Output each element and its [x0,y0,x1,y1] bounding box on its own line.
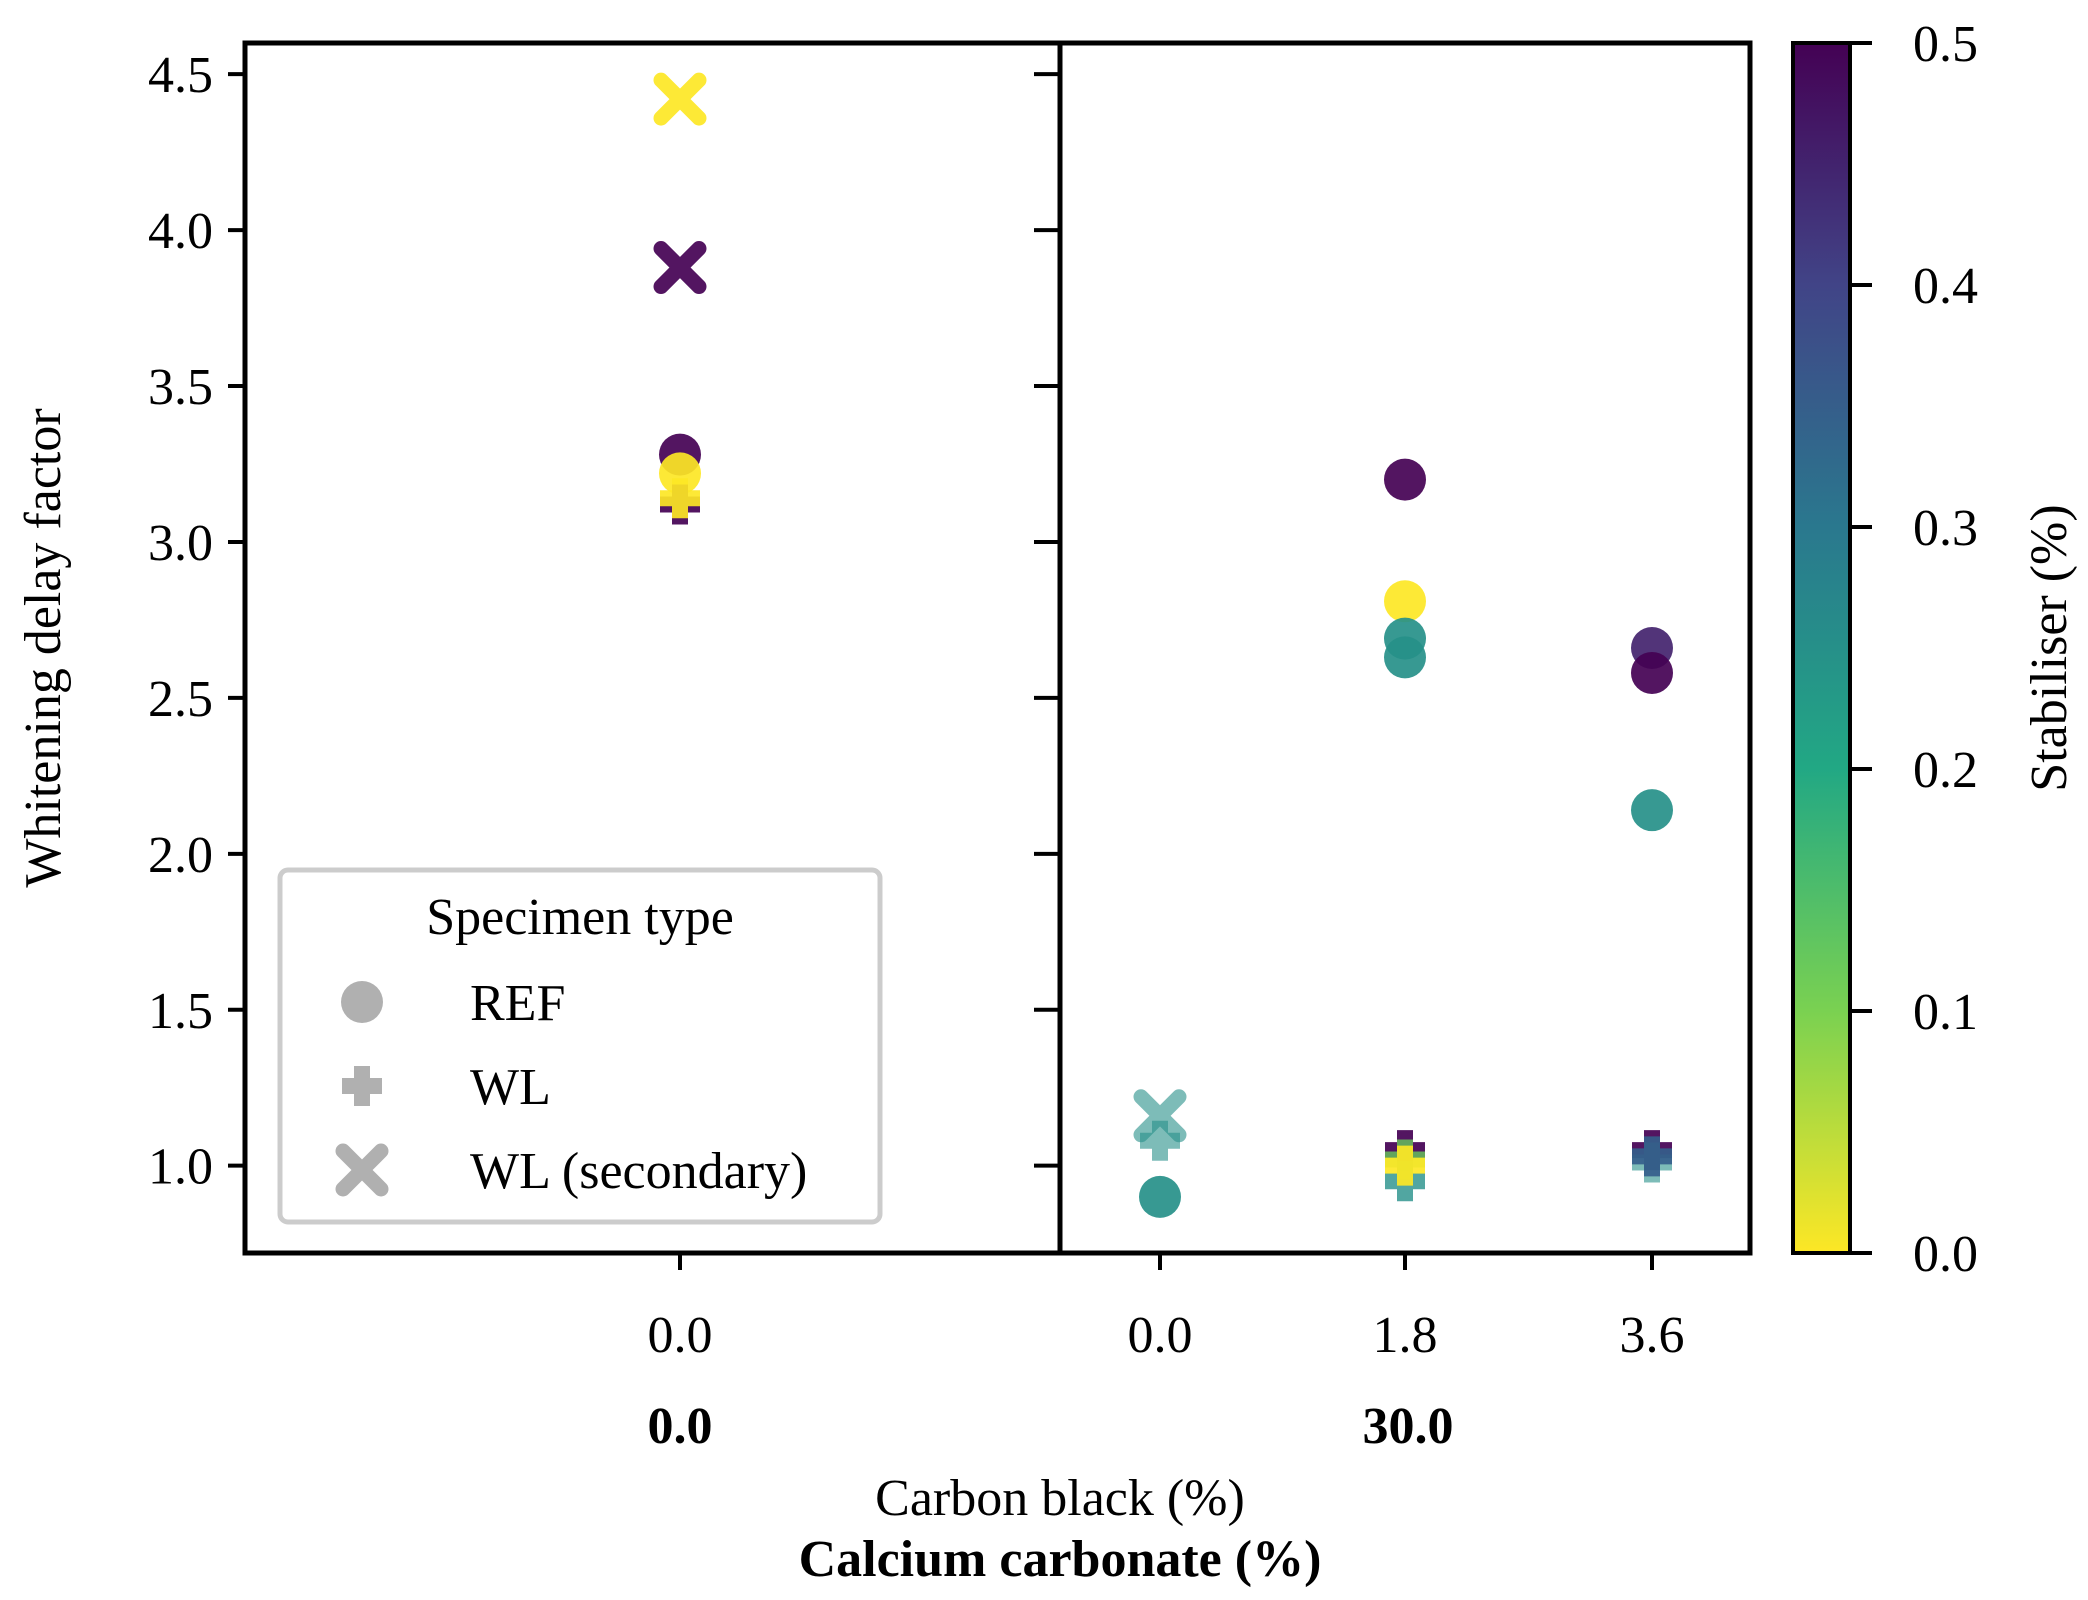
legend-title: Specimen type [426,889,734,946]
y-tick-label-7: 4.0 [148,203,213,260]
colorbar-label: Stabiliser (%) [2021,504,2078,791]
y-tick-label-5: 3.0 [148,515,213,572]
data-point-p2-5 [1384,580,1426,623]
group-label-left: 0.0 [648,1398,713,1455]
legend-box [277,867,883,1225]
colorbar-tick-label-2: 0.1 [1913,984,1978,1041]
colorbar: 0.0 0.1 0.2 0.3 0.4 0.5 Stabiliser (%) [1791,16,2078,1283]
colorbar-tick-label-4: 0.3 [1913,500,1978,557]
legend-marker-1 [341,981,383,1023]
x-axis-title-calcium-carbonate: Calcium carbonate (%) [799,1531,1322,1588]
y-tick-label-4: 2.5 [148,671,213,728]
data-point-p2-17 [1632,1136,1672,1177]
y-tick-label-6: 3.5 [148,359,213,416]
x-tick-label-p2-1: 0.0 [1128,1307,1193,1364]
x-tick-label-p2-3: 3.6 [1620,1307,1685,1364]
x-tick-label-p1-1: 0.0 [648,1307,713,1364]
group-label-right: 30.0 [1363,1398,1454,1455]
data-point-p2-14 [1631,789,1673,832]
legend-marker-2 [342,1066,382,1106]
x-axis-title-carbon-black: Carbon black (%) [875,1470,1245,1527]
data-point-p1-2 [653,241,707,295]
x-axis-ticks: 0.0 0.0 1.8 3.6 [648,1253,1685,1364]
left-panel-points [653,72,707,525]
data-point-p2-13 [1631,651,1673,694]
colorbar-tick-label-6: 0.5 [1913,16,1978,73]
y-axis-ticks: 1.0 1.5 2.0 2.5 3.0 3.5 4.0 4.5 [148,47,1060,1196]
y-tick-label-2: 1.5 [148,983,213,1040]
legend-label-3: WL (secondary) [470,1143,807,1200]
data-point-p2-2 [1140,1120,1180,1161]
data-point-p2-1 [1133,1089,1187,1143]
legend: Specimen type REF WL WL (secondary) [277,867,883,1225]
data-point-p2-11 [1385,1145,1425,1186]
colorbar-tick-label-5: 0.4 [1913,258,1978,315]
colorbar-tick-label-1: 0.0 [1913,1226,1978,1283]
data-point-p1-4 [659,452,701,495]
data-point-p1-1 [653,72,707,126]
legend-label-2: WL [470,1059,551,1116]
data-point-p2-4 [1384,458,1426,501]
y-axis-title: Whitening delay factor [15,408,72,887]
legend-entries: REF WL WL (secondary) [335,975,807,1200]
y-tick-label-3: 2.0 [148,827,213,884]
colorbar-tick-label-3: 0.2 [1913,742,1978,799]
colorbar-gradient [1791,41,1852,1255]
x-tick-label-p2-2: 1.8 [1373,1307,1438,1364]
legend-marker-3 [335,1143,389,1197]
data-point-p2-3 [1139,1175,1181,1218]
data-point-p2-7 [1384,636,1426,679]
colorbar-ticks: 0.0 0.1 0.2 0.3 0.4 0.5 [1850,16,1978,1283]
y-tick-label-8: 4.5 [148,47,213,104]
legend-label-1: REF [470,975,565,1032]
right-panel-points [1133,458,1673,1218]
y-tick-label-1: 1.0 [148,1139,213,1196]
data-point-p1-6 [660,478,700,519]
